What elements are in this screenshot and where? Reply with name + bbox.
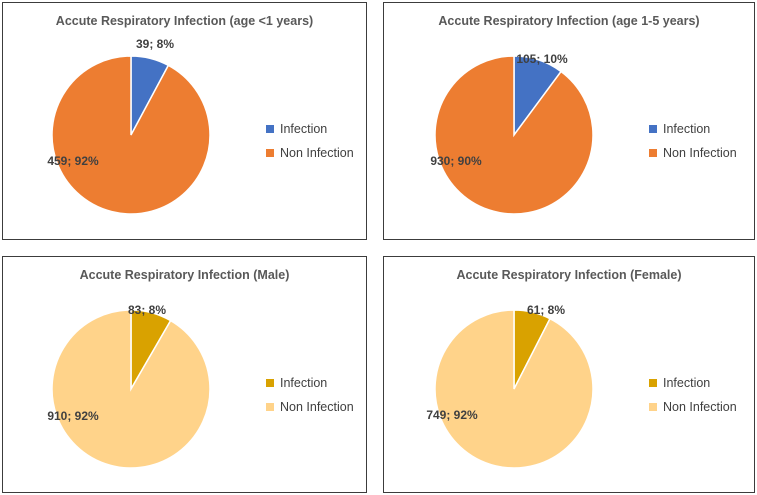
data-label-non-infection: 749; 92% [426,408,478,422]
legend-label-infection: Infection [663,376,711,390]
chart-title: Accute Respiratory Infection (Male) [79,268,290,282]
chart-panel-age-1-5: Accute Respiratory Infection (age 1-5 ye… [383,2,755,240]
legend-label-non-infection: Non Infection [663,400,737,414]
legend-swatch-non-infection [649,149,657,157]
legend-label-infection: Infection [663,122,711,136]
chart-panel-age-under-1: Accute Respiratory Infection (age <1 yea… [2,2,367,240]
chart-title: Accute Respiratory Infection (age <1 yea… [55,14,314,28]
legend-swatch-infection [649,125,657,133]
pie-chart: 39; 8% 459; 92% [47,37,211,215]
data-label-non-infection: 910; 92% [47,409,99,423]
data-label-infection: 61; 8% [527,303,565,317]
legend-item-infection: Infection [649,117,737,141]
data-label-non-infection: 459; 92% [47,154,99,168]
data-label-infection: 83; 8% [128,303,166,317]
legend-swatch-infection [649,379,657,387]
legend-item-infection: Infection [266,117,354,141]
pie-slice-non-infection [51,55,211,215]
legend-item-non-infection: Non Infection [649,395,737,419]
legend-swatch-non-infection [649,403,657,411]
chart-panel-male: Accute Respiratory Infection (Male) 83; … [2,256,367,493]
legend-item-infection: Infection [649,371,737,395]
data-label-infection: 105; 10% [516,52,568,66]
pie-slice-non-infection [434,309,594,469]
legend-swatch-non-infection [266,149,274,157]
legend-item-non-infection: Non Infection [266,395,354,419]
legend: Infection Non Infection [266,117,354,165]
legend-label-infection: Infection [280,376,328,390]
data-label-infection: 39; 8% [136,37,174,51]
legend-label-non-infection: Non Infection [280,146,354,160]
legend-label-non-infection: Non Infection [663,146,737,160]
legend-item-infection: Infection [266,371,354,395]
pie-slice-non-infection [434,55,594,215]
chart-title: Accute Respiratory Infection (age 1-5 ye… [438,14,700,28]
pie-slice-non-infection [51,309,211,469]
legend-label-infection: Infection [280,122,328,136]
chart-panel-female: Accute Respiratory Infection (Female) 61… [383,256,755,493]
data-label-non-infection: 930; 90% [430,154,482,168]
legend-item-non-infection: Non Infection [649,141,737,165]
pie-chart: 105; 10% 930; 90% [430,52,594,215]
chart-title: Accute Respiratory Infection (Female) [456,268,682,282]
legend: Infection Non Infection [649,371,737,419]
legend: Infection Non Infection [649,117,737,165]
legend-swatch-non-infection [266,403,274,411]
legend-swatch-infection [266,379,274,387]
pie-chart: 61; 8% 749; 92% [426,303,594,469]
legend-item-non-infection: Non Infection [266,141,354,165]
pie-chart: 83; 8% 910; 92% [47,303,211,469]
legend-label-non-infection: Non Infection [280,400,354,414]
legend-swatch-infection [266,125,274,133]
legend: Infection Non Infection [266,371,354,419]
